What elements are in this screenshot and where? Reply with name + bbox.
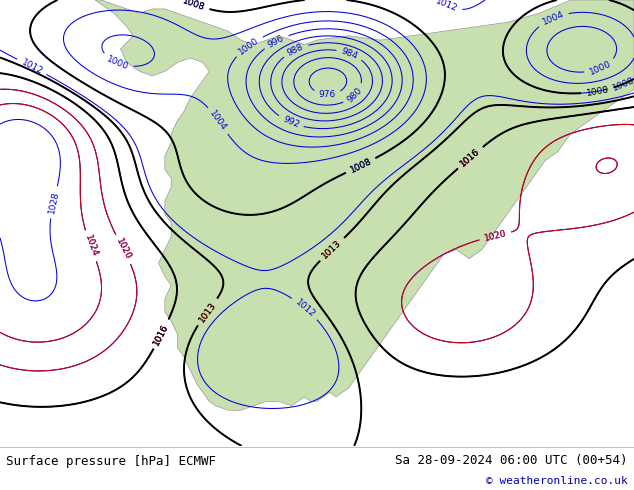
Text: 1008: 1008 [349,156,373,174]
Text: 1012: 1012 [294,297,317,319]
Text: 1012: 1012 [20,57,44,76]
Text: 1004: 1004 [208,109,229,133]
Text: 980: 980 [346,86,364,104]
Text: 1008: 1008 [349,156,373,174]
Text: 1008: 1008 [181,0,206,12]
Text: Sa 28-09-2024 06:00 UTC (00+54): Sa 28-09-2024 06:00 UTC (00+54) [395,454,628,466]
Text: 1008: 1008 [585,85,609,98]
Text: 988: 988 [286,42,306,58]
Text: 1000: 1000 [105,54,130,72]
Text: 1020: 1020 [483,229,507,243]
Text: 1016: 1016 [458,147,482,169]
Text: Surface pressure [hPa] ECMWF: Surface pressure [hPa] ECMWF [6,455,216,468]
Text: 1016: 1016 [152,322,171,346]
Text: 1016: 1016 [458,147,482,169]
Text: 1020: 1020 [114,237,133,262]
Text: 992: 992 [281,115,301,130]
Text: 1028: 1028 [47,190,60,215]
Text: 1012: 1012 [434,0,459,14]
Text: 1024: 1024 [82,234,99,258]
Text: 1013: 1013 [197,300,217,324]
Text: 1016: 1016 [152,322,171,346]
Text: 1020: 1020 [114,237,133,262]
Text: © weatheronline.co.uk: © weatheronline.co.uk [486,476,628,486]
Text: 1013: 1013 [197,300,217,324]
Polygon shape [95,0,634,410]
Text: 1016: 1016 [458,147,482,169]
Text: 984: 984 [340,47,359,61]
Text: 1008: 1008 [181,0,206,12]
Text: 1016: 1016 [152,322,171,346]
Text: 996: 996 [266,33,286,49]
Text: 1000: 1000 [237,35,261,56]
Text: 1000: 1000 [588,59,612,77]
Text: 976: 976 [319,90,336,99]
Text: 1008: 1008 [611,75,634,93]
Text: 1020: 1020 [483,229,507,243]
Text: 1024: 1024 [82,234,99,258]
Text: 1013: 1013 [321,238,344,261]
Text: 1013: 1013 [321,238,344,261]
Text: 1004: 1004 [541,9,566,27]
